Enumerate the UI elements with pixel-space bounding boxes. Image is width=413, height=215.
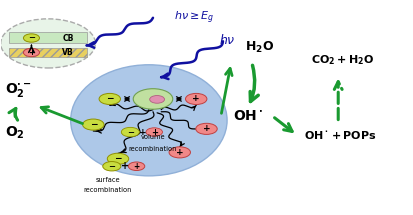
Circle shape	[196, 123, 217, 134]
Circle shape	[103, 161, 121, 171]
Circle shape	[121, 127, 140, 137]
Text: +: +	[151, 127, 158, 137]
Text: +: +	[133, 162, 140, 171]
Circle shape	[146, 128, 162, 136]
Text: $h\nu \geq E_g$: $h\nu \geq E_g$	[174, 9, 214, 26]
Circle shape	[185, 93, 207, 104]
Text: $\mathbf{O_2}$: $\mathbf{O_2}$	[5, 125, 25, 141]
Circle shape	[24, 34, 40, 42]
Text: $\mathbf{OH^\bullet}$: $\mathbf{OH^\bullet}$	[233, 109, 263, 123]
FancyBboxPatch shape	[9, 48, 87, 57]
Text: $\mathbf{OH^\bullet + POPs}$: $\mathbf{OH^\bullet + POPs}$	[304, 129, 377, 141]
Text: +: +	[203, 124, 210, 133]
Text: $\mathbf{O_2^{\bullet-}}$: $\mathbf{O_2^{\bullet-}}$	[5, 81, 31, 99]
Text: −: −	[108, 162, 115, 171]
Text: +: +	[139, 127, 147, 137]
Circle shape	[128, 162, 145, 170]
Text: +: +	[192, 94, 200, 103]
Circle shape	[1, 19, 95, 68]
Text: $\mathbf{H_2O}$: $\mathbf{H_2O}$	[245, 40, 275, 55]
Text: $h\nu$: $h\nu$	[219, 33, 235, 47]
Circle shape	[150, 95, 164, 103]
Ellipse shape	[71, 65, 227, 176]
Text: +: +	[176, 148, 183, 157]
Text: recombination: recombination	[129, 146, 177, 152]
Text: −: −	[28, 34, 35, 43]
Text: surface: surface	[95, 177, 120, 183]
FancyBboxPatch shape	[9, 32, 87, 43]
Text: $\mathbf{CO_2 + H_2O}$: $\mathbf{CO_2 + H_2O}$	[311, 54, 374, 68]
Text: volume: volume	[141, 134, 165, 140]
Circle shape	[169, 147, 190, 158]
Circle shape	[133, 89, 173, 109]
Text: +: +	[28, 48, 35, 57]
Text: −: −	[127, 127, 134, 137]
Text: +: +	[121, 161, 129, 171]
Text: −: −	[114, 154, 122, 163]
Text: −: −	[90, 120, 97, 129]
Text: VB: VB	[62, 48, 74, 57]
Circle shape	[107, 153, 129, 164]
Text: −: −	[106, 94, 114, 103]
Text: CB: CB	[62, 34, 74, 43]
Circle shape	[83, 119, 104, 130]
Text: recombination: recombination	[83, 187, 132, 193]
Circle shape	[24, 48, 40, 57]
Circle shape	[99, 93, 121, 104]
